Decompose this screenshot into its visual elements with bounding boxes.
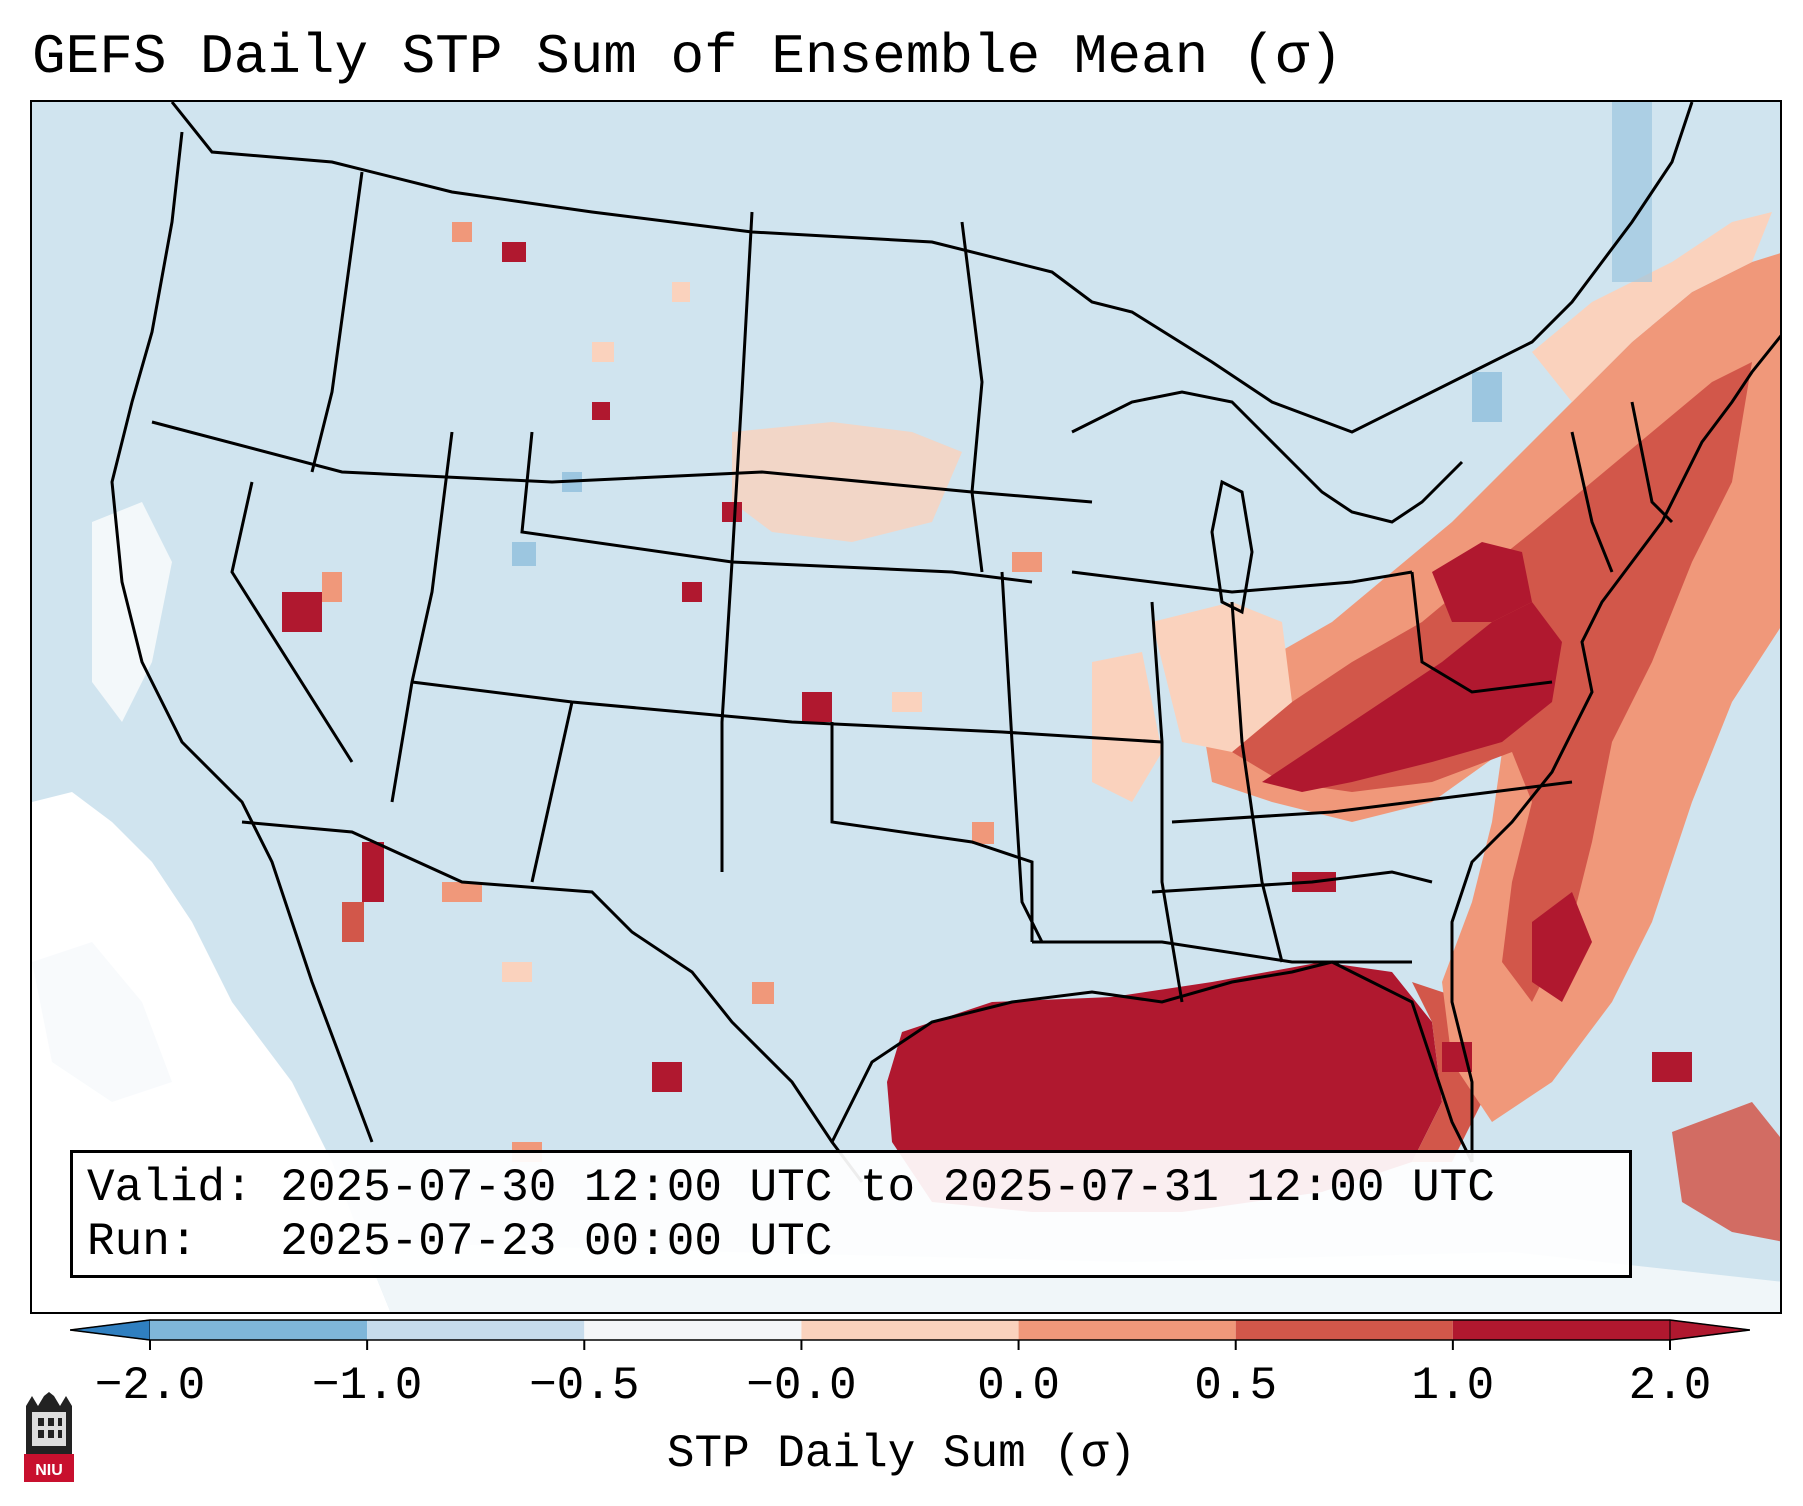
gulf-high-anomaly <box>887 962 1442 1212</box>
state-line-8 <box>530 701 574 883</box>
colorbar-extend-low <box>70 1319 151 1341</box>
pacific-white-patch-1 <box>92 502 172 722</box>
colorbar-segment <box>1235 1320 1453 1340</box>
state-line-12 <box>1000 571 1044 943</box>
run-row: Run: 2025-07-23 00:00 UTC <box>87 1215 1615 1269</box>
colorbar-tick-label: 2.0 <box>1628 1360 1712 1412</box>
plains-light-patch <box>732 422 962 542</box>
pacific-white-patch-2 <box>32 942 172 1102</box>
run-value: 2025-07-23 00:00 UTC <box>280 1216 833 1268</box>
ohio-valley-very-high <box>1262 602 1562 792</box>
colorbar-tick-label: 0.0 <box>977 1360 1060 1412</box>
colorbar-segment <box>584 1320 802 1340</box>
state-line-6 <box>411 680 1163 744</box>
northeast-light <box>1532 212 1772 402</box>
state-line-19 <box>1410 571 1553 694</box>
state-line-16 <box>1171 780 1573 824</box>
state-line-1 <box>310 171 364 473</box>
map-title: GEFS Daily STP Sum of Ensemble Mean (σ) <box>32 25 1343 89</box>
caribbean-medium <box>1672 1102 1780 1242</box>
colorbar-tick-label: −1.0 <box>311 1360 423 1412</box>
west-coast <box>110 131 374 1143</box>
colorbar-segment <box>150 1320 368 1340</box>
colorbar-segment <box>1452 1320 1670 1340</box>
great-lakes-outline <box>1071 390 1464 524</box>
stp-map <box>32 102 1780 1312</box>
run-label: Run: <box>87 1216 198 1268</box>
state-line-20 <box>1570 431 1614 573</box>
state-line-11 <box>830 722 1034 942</box>
valid-run-info-box: Valid: 2025-07-30 12:00 UTC to 2025-07-3… <box>70 1150 1632 1278</box>
lake-michigan <box>1210 479 1254 615</box>
us-canada-border <box>170 102 1694 434</box>
map-panel: Valid: 2025-07-30 12:00 UTC to 2025-07-3… <box>30 100 1782 1314</box>
mid-atlantic-very-high <box>1432 542 1532 622</box>
state-line-21 <box>1630 401 1674 524</box>
colorbar-label: STP Daily Sum (σ) <box>666 1428 1137 1480</box>
state-line-7 <box>720 561 734 872</box>
colorbar-tick-label: −0.5 <box>529 1360 640 1412</box>
state-line-14 <box>1230 601 1284 963</box>
niu-logo-text: NIU <box>35 1462 63 1479</box>
state-line-15 <box>1071 570 1413 594</box>
state-line-3 <box>230 481 354 763</box>
great-lakes-light <box>1152 602 1292 752</box>
colorbar-segment <box>1018 1320 1236 1340</box>
colorbar-extend-high <box>1669 1319 1750 1341</box>
state-line-17 <box>1151 870 1433 894</box>
colorbar-tick-label: −2.0 <box>94 1360 206 1412</box>
colorbar <box>70 1319 1750 1350</box>
boundary-lines <box>110 102 1780 1183</box>
valid-row: Valid: 2025-07-30 12:00 UTC to 2025-07-3… <box>87 1161 1615 1215</box>
state-line-10 <box>960 221 984 573</box>
valid-label: Valid: <box>87 1162 253 1214</box>
midwest-light-patch <box>1092 652 1162 802</box>
mexico-border <box>241 820 864 1183</box>
state-line-18 <box>1032 940 1412 964</box>
gulf-coast <box>830 960 1474 1163</box>
state-line-4 <box>390 431 454 803</box>
state-line-13 <box>1150 601 1184 1003</box>
colorbar-segment <box>367 1320 585 1340</box>
southeast-very-high <box>1532 892 1592 1002</box>
state-line-2 <box>151 420 1093 504</box>
valid-value: 2025-07-30 12:00 UTC to 2025-07-31 12:00… <box>280 1162 1495 1214</box>
colorbar-tick-label: −0.0 <box>746 1360 857 1412</box>
colorbar-tick-label: 0.5 <box>1194 1360 1278 1412</box>
colorbar-segment <box>801 1320 1019 1340</box>
state-line-9 <box>730 211 754 563</box>
niu-logo: NIU <box>24 1392 74 1482</box>
atlantic-coast <box>1450 334 1780 1162</box>
colorbar-tick-label: 1.0 <box>1411 1360 1495 1412</box>
